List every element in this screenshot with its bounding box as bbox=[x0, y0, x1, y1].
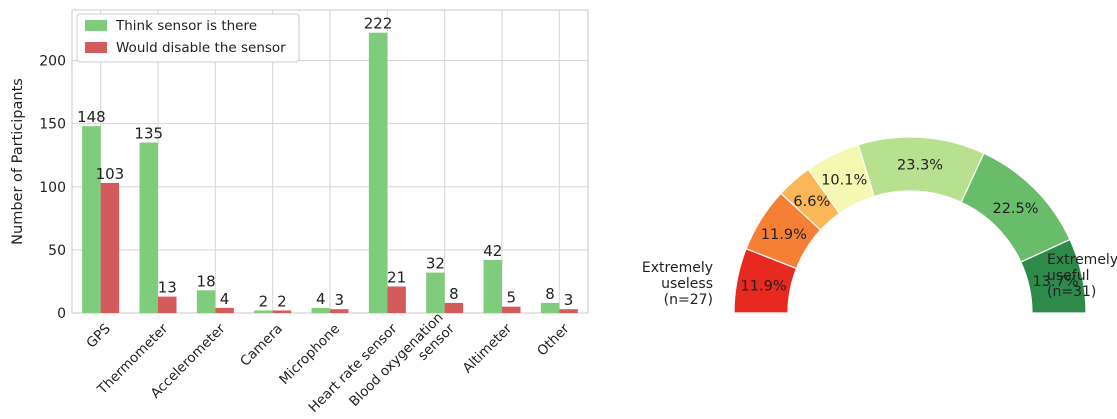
y-tick-label: 200 bbox=[39, 54, 66, 70]
slice-percent-label: 13.7% bbox=[1033, 274, 1079, 290]
y-tick-label: 150 bbox=[39, 117, 66, 133]
bar-value-label: 103 bbox=[96, 165, 125, 183]
bar-would-disable bbox=[444, 302, 464, 313]
bar-value-label: 8 bbox=[449, 285, 459, 303]
bar-value-label: 4 bbox=[220, 290, 230, 308]
slice-percent-label: 23.3% bbox=[897, 157, 943, 173]
bar-would-disable bbox=[559, 309, 578, 313]
y-tick-label: 50 bbox=[48, 243, 66, 259]
y-tick-label: 100 bbox=[39, 180, 66, 196]
bar-would-disable bbox=[158, 296, 177, 313]
bar-value-label: 42 bbox=[483, 242, 502, 260]
bar-would-disable bbox=[100, 182, 120, 313]
right-end-label: Extremely bbox=[1047, 252, 1117, 268]
bar-value-label: 21 bbox=[387, 268, 406, 286]
bar-value-label: 3 bbox=[334, 291, 344, 309]
bar-value-label: 222 bbox=[364, 15, 393, 33]
y-tick-label: 0 bbox=[57, 306, 66, 322]
bar-would-disable bbox=[502, 306, 521, 313]
bar-think-sensor-there bbox=[368, 32, 388, 313]
bar-think-sensor-there bbox=[483, 259, 502, 313]
bar-think-sensor-there bbox=[426, 272, 445, 313]
bar-value-label: 2 bbox=[259, 292, 269, 310]
bar-value-label: 32 bbox=[426, 255, 445, 273]
slice-percent-label: 11.9% bbox=[741, 278, 787, 294]
right-end-label: useful bbox=[1047, 268, 1089, 284]
bar-would-disable bbox=[272, 310, 292, 313]
bar-value-label: 8 bbox=[545, 285, 555, 303]
left-end-label: Extremely bbox=[642, 260, 713, 276]
bar-value-label: 135 bbox=[134, 125, 163, 143]
bar-think-sensor-there bbox=[139, 142, 158, 313]
bar-would-disable bbox=[215, 307, 234, 313]
y-axis-label: Number of Participants bbox=[10, 78, 26, 245]
bar-value-label: 3 bbox=[564, 291, 574, 309]
bar-would-disable bbox=[387, 286, 406, 313]
legend-swatch bbox=[85, 20, 107, 31]
legend: Think sensor is there Would disable the s… bbox=[76, 13, 300, 63]
legend-label: Would disable the sensor bbox=[116, 40, 286, 56]
bar-value-label: 148 bbox=[77, 108, 106, 126]
bar-think-sensor-there bbox=[196, 290, 216, 313]
bar-value-label: 18 bbox=[197, 272, 216, 290]
legend-box bbox=[76, 13, 300, 63]
bar-value-label: 4 bbox=[316, 290, 326, 308]
bar-value-label: 13 bbox=[158, 279, 177, 297]
left-end-label: (n=27) bbox=[664, 292, 713, 308]
bar-think-sensor-there bbox=[254, 310, 273, 313]
left-end-label: useless bbox=[661, 276, 713, 292]
donut-slice bbox=[1020, 238, 1087, 314]
bar-value-label: 2 bbox=[277, 292, 287, 310]
bar-value-label: 5 bbox=[506, 289, 516, 307]
slice-percent-label: 10.1% bbox=[821, 172, 867, 188]
bar-think-sensor-there bbox=[82, 126, 101, 314]
slice-percent-label: 6.6% bbox=[793, 194, 830, 210]
slice-percent-label: 11.9% bbox=[761, 227, 807, 243]
bar-think-sensor-there bbox=[311, 307, 330, 313]
legend-swatch bbox=[85, 42, 107, 53]
right-end-label: (n=31) bbox=[1047, 284, 1096, 300]
legend-label: Think sensor is there bbox=[115, 18, 257, 34]
bar-think-sensor-there bbox=[540, 302, 560, 313]
bar-would-disable bbox=[330, 309, 349, 313]
slice-percent-label: 22.5% bbox=[992, 201, 1038, 217]
